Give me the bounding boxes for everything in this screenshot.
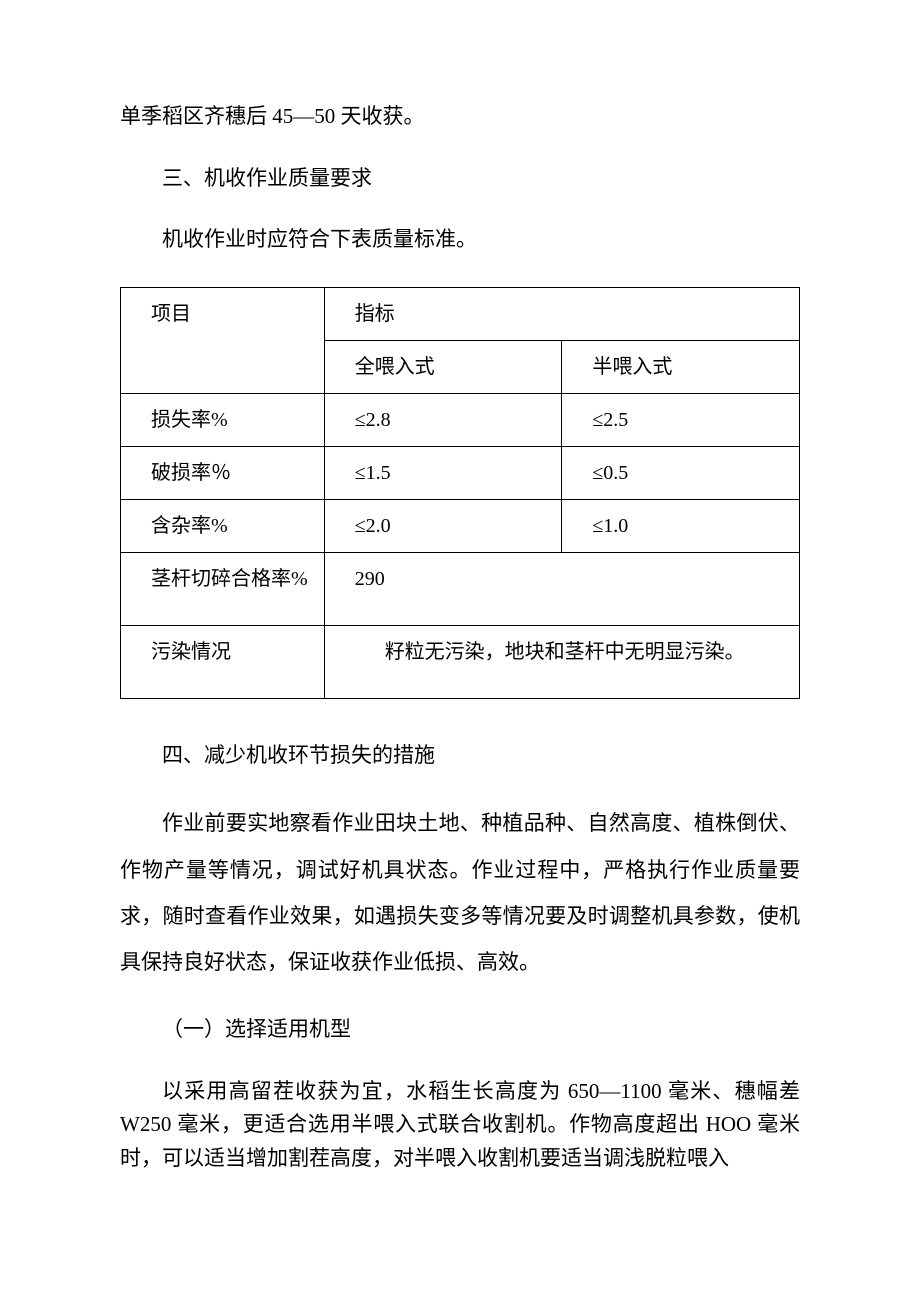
section-3-title: 三、机收作业质量要求: [120, 162, 800, 196]
row-label: 破损率％: [121, 446, 325, 499]
table-row-stem: 茎杆切碎合格率% 290: [121, 552, 800, 625]
section-3-desc: 机收作业时应符合下表质量标准。: [120, 223, 800, 257]
row-value-half: ≤2.5: [562, 393, 800, 446]
table-row: 含杂率% ≤2.0 ≤1.0: [121, 499, 800, 552]
header-indicator: 指标: [324, 287, 799, 340]
section-4-sub1-body: 以采用高留茬收获为宜，水稻生长高度为 650—1100 毫米、穗幅差 W250 …: [120, 1075, 800, 1176]
stem-label: 茎杆切碎合格率%: [121, 552, 325, 625]
subheader-half-feed: 半喂入式: [562, 340, 800, 393]
subheader-full-feed: 全喂入式: [324, 340, 562, 393]
header-project: 项目: [121, 287, 325, 393]
row-value-full: ≤2.8: [324, 393, 562, 446]
row-value-full: ≤2.0: [324, 499, 562, 552]
table-row-pollution: 污染情况 籽粒无污染，地块和茎杆中无明显污染。: [121, 625, 800, 698]
intro-text: 单季稻区齐穗后 45—50 天收获。: [120, 100, 800, 134]
table-header-row: 项目 指标: [121, 287, 800, 340]
section-4-sub1-title: （一）选择适用机型: [120, 1013, 800, 1047]
row-label: 损失率%: [121, 393, 325, 446]
table-row: 损失率% ≤2.8 ≤2.5: [121, 393, 800, 446]
pollution-value: 籽粒无污染，地块和茎杆中无明显污染。: [324, 625, 799, 698]
stem-value: 290: [324, 552, 799, 625]
quality-standards-table: 项目 指标 全喂入式 半喂入式 损失率% ≤2.8 ≤2.5 破损率％ ≤1.5…: [120, 287, 800, 699]
section-4-body: 作业前要实地察看作业田块土地、种植品种、自然高度、植株倒伏、作物产量等情况，调试…: [120, 800, 800, 985]
row-value-half: ≤0.5: [562, 446, 800, 499]
row-value-half: ≤1.0: [562, 499, 800, 552]
section-4-title: 四、减少机收环节损失的措施: [120, 739, 800, 773]
pollution-label: 污染情况: [121, 625, 325, 698]
row-label: 含杂率%: [121, 499, 325, 552]
row-value-full: ≤1.5: [324, 446, 562, 499]
table-row: 破损率％ ≤1.5 ≤0.5: [121, 446, 800, 499]
